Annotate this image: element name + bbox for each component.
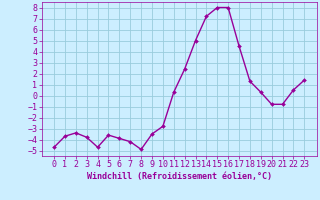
X-axis label: Windchill (Refroidissement éolien,°C): Windchill (Refroidissement éolien,°C) [87,172,272,181]
